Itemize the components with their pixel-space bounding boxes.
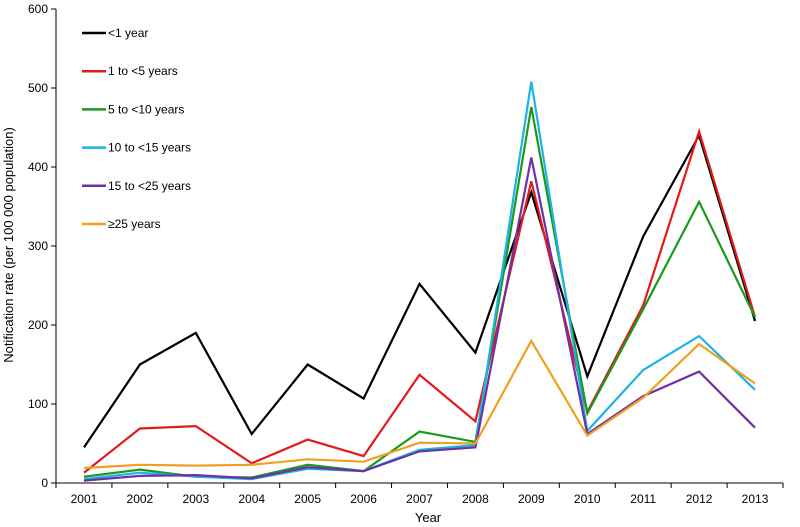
legend-label: 15 to <25 years	[108, 179, 191, 193]
series-line-4	[83, 157, 756, 482]
legend: <1 year 1 to <5 years 5 to <10 years 10 to …	[82, 26, 191, 231]
axes: 0 100 200 300 400 500 600 2001 2002 2003 2004 2005 2…	[28, 2, 784, 506]
y-tick-label: 300	[28, 239, 48, 253]
x-axis-title: Year	[415, 510, 442, 525]
legend-label: 1 to <5 years	[108, 64, 178, 78]
y-tick-label: 400	[28, 160, 48, 174]
y-tick-label: 100	[28, 397, 48, 411]
x-tick-label: 2005	[294, 492, 321, 506]
legend-item: ≥25 years	[82, 217, 161, 231]
y-axis-title: Notification rate (per 100 000 populatio…	[1, 127, 16, 363]
series-group	[83, 81, 757, 482]
legend-item: 5 to <10 years	[82, 102, 184, 116]
x-tick-label: 2002	[127, 492, 154, 506]
y-tick-label: 500	[28, 81, 48, 95]
legend-label: 5 to <10 years	[108, 102, 184, 116]
x-tick-label: 2012	[686, 492, 713, 506]
legend-item: 10 to <15 years	[82, 141, 191, 155]
series-line-3	[83, 81, 756, 481]
series-line-0	[83, 132, 757, 449]
y-tick-label: 0	[41, 476, 48, 490]
x-tick-label: 2003	[182, 492, 209, 506]
x-tick-label: 2004	[238, 492, 265, 506]
y-tick-label: 200	[28, 318, 48, 332]
x-tick-label: 2013	[742, 492, 769, 506]
legend-label: 10 to <15 years	[108, 141, 191, 155]
x-tick-label: 2006	[350, 492, 377, 506]
x-tick-label: 2001	[71, 492, 98, 506]
series-line-2	[83, 106, 756, 479]
x-tick-label: 2008	[462, 492, 489, 506]
x-tick-label: 2011	[630, 492, 656, 506]
legend-item: 1 to <5 years	[82, 64, 178, 78]
legend-item: 15 to <25 years	[82, 179, 191, 193]
x-tick-label: 2007	[406, 492, 433, 506]
legend-label: ≥25 years	[108, 217, 161, 231]
y-tick-label: 600	[28, 2, 48, 16]
legend-item: <1 year	[82, 26, 148, 40]
series-line-5	[83, 338, 756, 470]
x-tick-label: 2010	[574, 492, 601, 506]
x-tick-label: 2009	[518, 492, 545, 506]
legend-label: <1 year	[108, 26, 148, 40]
series-line-1	[83, 127, 757, 474]
